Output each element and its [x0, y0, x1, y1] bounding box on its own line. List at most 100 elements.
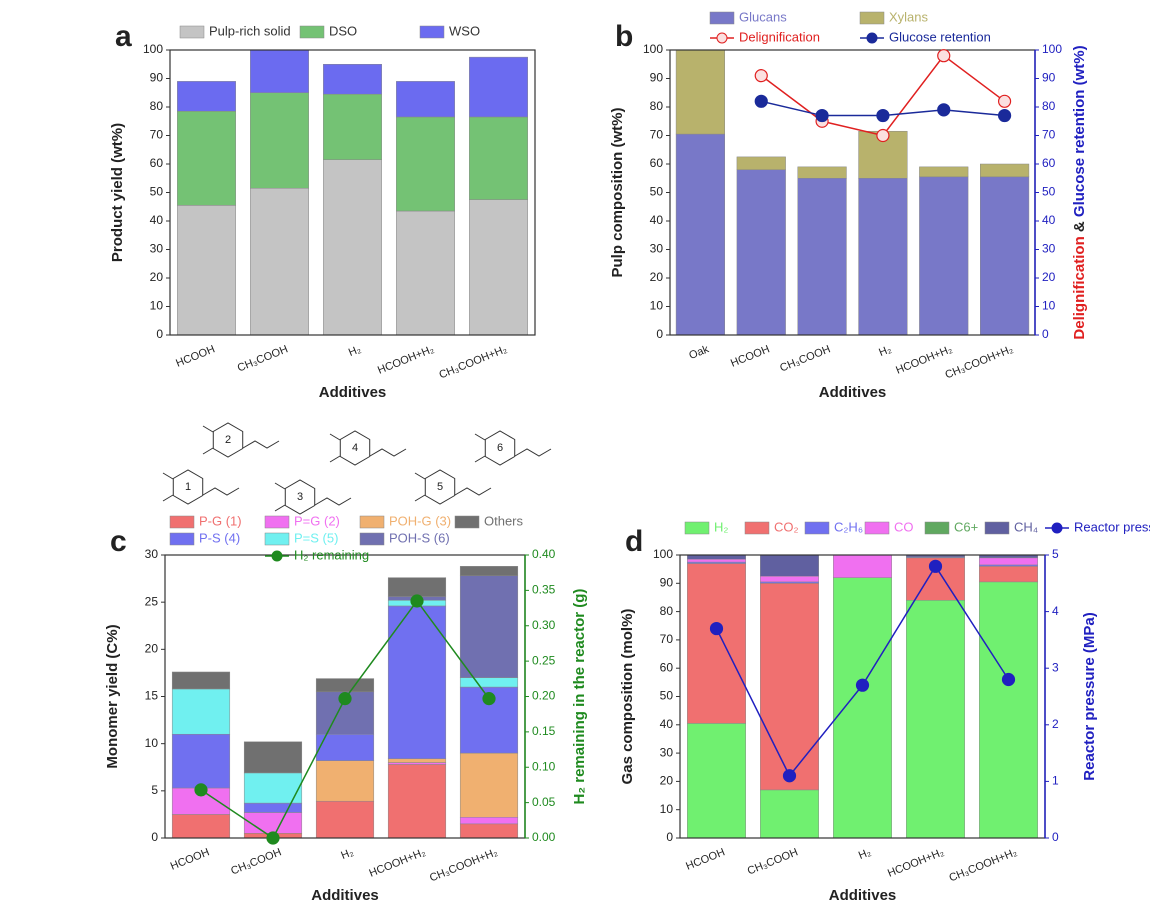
y-tick-label: 10 [150, 299, 164, 313]
panel-letter: d [625, 525, 643, 558]
y-tick-label: 90 [150, 71, 164, 85]
marker [338, 692, 352, 706]
substituent [202, 425, 214, 455]
bar-segment [760, 583, 819, 791]
benzene-ring [172, 469, 204, 505]
marker [709, 621, 724, 636]
legend-label: C₂H₆ [834, 519, 863, 534]
marker [855, 678, 870, 692]
bar-segment [760, 575, 819, 583]
legend-label: POH-S (6) [389, 530, 450, 545]
bar-segment [459, 566, 519, 577]
y-tick-label: 40 [650, 213, 664, 227]
bar-segment [919, 166, 969, 178]
y2-tick-label: 0 [1042, 327, 1049, 341]
y-axis-label: Monomer yield (C%) [104, 624, 121, 768]
y-tick-label: 30 [650, 242, 664, 256]
marker [997, 108, 1012, 123]
y-tick-label: 60 [150, 156, 164, 170]
y-tick-label: 50 [150, 185, 164, 199]
y2-axis-label: Reactor pressure (MPa) [1081, 612, 1098, 780]
side-chain [514, 448, 552, 457]
legend-swatch [359, 532, 385, 546]
x-tick-label: H₂ [877, 343, 893, 359]
marker [876, 128, 890, 143]
y-axis-label: Product yield (wt%) [109, 123, 126, 262]
legend-swatch [709, 11, 735, 25]
legend-swatch [864, 521, 890, 535]
y2-tick-label: 0.25 [532, 653, 556, 667]
bar-segment [858, 178, 908, 336]
y-tick-label: 80 [150, 99, 164, 113]
y2-tick-label: 5 [1052, 547, 1059, 561]
substituent [414, 472, 426, 502]
bar-segment [171, 814, 231, 839]
x-tick-label: HCOOH+H₂ [376, 343, 436, 376]
y-tick-label: 70 [660, 632, 674, 646]
y2-tick-label: 0.20 [532, 689, 556, 703]
y-tick-label: 50 [660, 689, 674, 703]
y-tick-label: 60 [660, 660, 674, 674]
y2-tick-label: 0.15 [532, 724, 556, 738]
bar-segment [171, 688, 231, 735]
structure-number: 1 [185, 481, 191, 493]
marker [928, 559, 943, 573]
x-tick-label: HCOOH+H₂ [367, 846, 427, 879]
y-tick-label: 40 [660, 717, 674, 731]
legend-swatch [359, 515, 385, 529]
structure-number: 5 [437, 481, 443, 493]
legend-label: Xylans [889, 9, 929, 24]
y-tick-label: 70 [650, 128, 664, 142]
y-axis-label: Pulp composition (wt%) [609, 108, 626, 278]
marker [266, 831, 280, 845]
panel-letter: a [115, 20, 132, 53]
side-chain [314, 497, 352, 506]
y-tick-label: 30 [145, 547, 159, 561]
legend-marker [866, 32, 878, 44]
bar-segment [980, 163, 1030, 178]
bar-segment [760, 554, 819, 577]
y-tick-label: 100 [653, 547, 673, 561]
y-tick-label: 100 [643, 42, 663, 56]
bar-segment [469, 56, 528, 118]
structure-number: 3 [297, 491, 303, 503]
y2-tick-label: 0.00 [532, 830, 556, 844]
line [760, 54, 1006, 137]
y-tick-label: 0 [656, 327, 663, 341]
y2-axis-label: H₂ remaining in the reactor (g) [571, 589, 588, 805]
legend-label: H₂ remaining [294, 547, 369, 562]
y-tick-label: 60 [650, 156, 664, 170]
y2-tick-label: 2 [1052, 717, 1059, 731]
bar-segment [459, 752, 519, 818]
marker [997, 94, 1012, 108]
y-tick-label: 25 [145, 594, 159, 608]
marker [937, 103, 951, 117]
legend-swatch [684, 521, 710, 535]
y-axis-label: Gas composition (mol%) [619, 609, 636, 785]
y2-tick-label: 0.40 [532, 547, 556, 561]
bar-segment [459, 823, 519, 839]
bar-segment [469, 199, 528, 336]
bar-segment [459, 575, 519, 678]
legend-label: Reactor pressure [1074, 519, 1150, 534]
y-tick-label: 0 [151, 830, 158, 844]
legend-label: P-G (1) [199, 513, 242, 528]
y-tick-label: 20 [660, 774, 674, 788]
bar-segment [459, 816, 519, 825]
legend-label: CO₂ [774, 519, 799, 534]
bar-segment [177, 205, 236, 336]
y-tick-label: 5 [151, 783, 158, 797]
y2-tick-label: 1 [1052, 774, 1059, 788]
marker [410, 594, 424, 608]
legend-label: Delignification [739, 29, 820, 44]
bar-segment [250, 49, 309, 93]
y2-tick-label: 80 [1042, 99, 1056, 113]
x-tick-label: CH₃COOH+H₂ [944, 343, 1015, 381]
y2-tick-label: 90 [1042, 71, 1056, 85]
y-tick-label: 20 [650, 270, 664, 284]
legend-label: CH₄ [1014, 519, 1038, 534]
x-tick-label: H₂ [347, 343, 363, 359]
marker [815, 108, 829, 123]
y2-tick-label: 60 [1042, 156, 1056, 170]
bar-segment [315, 800, 375, 839]
